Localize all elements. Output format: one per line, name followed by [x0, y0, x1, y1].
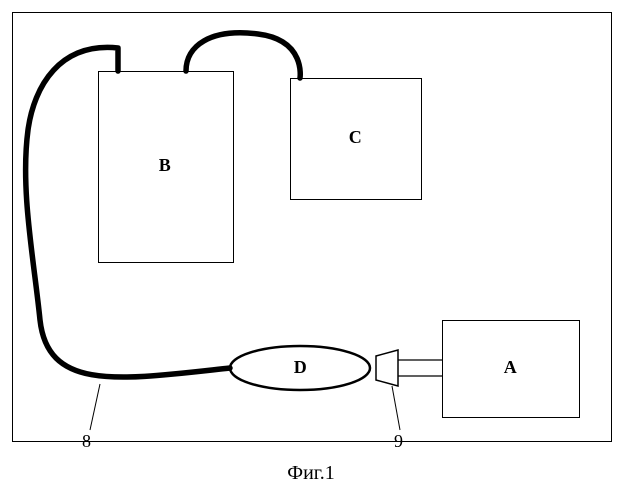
callout-8: 8	[82, 432, 91, 450]
callout-line-8	[90, 384, 100, 430]
diagram-stage: B C A D 8 9 Фиг.1	[0, 0, 622, 500]
figure-caption: Фиг.1	[0, 462, 622, 485]
svg-layer	[0, 0, 622, 500]
connector-trap-to-a	[398, 360, 442, 376]
trapezoid-funnel	[376, 350, 398, 386]
callout-9: 9	[394, 432, 403, 450]
callout-line-9	[392, 386, 400, 430]
tube-path	[26, 33, 301, 377]
label-d: D	[294, 358, 307, 376]
